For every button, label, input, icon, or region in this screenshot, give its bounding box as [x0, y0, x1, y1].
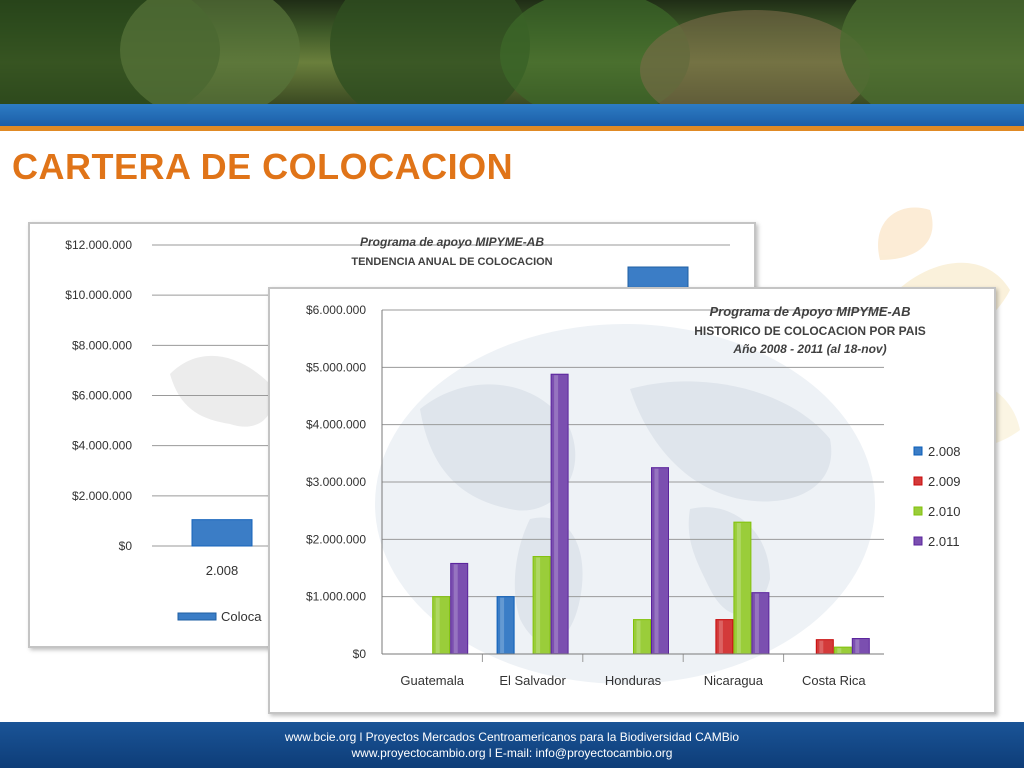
y-tick-label: $1.000.000 [306, 590, 366, 604]
x-tick-label: 2.008 [206, 563, 239, 578]
bar [733, 521, 752, 655]
bar [432, 596, 451, 655]
y-tick-label: $2.000.000 [72, 489, 132, 503]
chart-subtitle-2: Año 2008 - 2011 (al 18-nov) [732, 342, 886, 356]
x-tick-label: Honduras [605, 673, 662, 688]
y-tick-label: $6.000.000 [72, 389, 132, 403]
header-orange-rule [0, 126, 1024, 131]
footer-line-1: www.bcie.org l Proyectos Mercados Centro… [284, 730, 740, 744]
x-tick-label: Nicaragua [704, 673, 764, 688]
bar [851, 638, 870, 655]
bar [833, 646, 852, 655]
chart-subtitle: TENDENCIA ANUAL DE COLOCACION [351, 256, 552, 268]
bar [496, 596, 515, 655]
legend-swatch [177, 612, 217, 621]
legend-label: 2.010 [928, 504, 961, 519]
bar-highlight [718, 620, 723, 653]
y-tick-label: $0 [119, 539, 133, 553]
bar [450, 562, 469, 655]
y-tick-label: $6.000.000 [306, 303, 366, 317]
bar [532, 556, 551, 655]
bar [627, 266, 689, 290]
chart-title: Programa de Apoyo MIPYME-AB [709, 304, 910, 319]
chart-by-country-plot: $0 $1.000.000 $2.000.000 $3.000.000 $4.000.0… [306, 303, 961, 688]
bar-highlight [736, 523, 741, 653]
y-tick-label: $12.000.000 [65, 238, 132, 252]
y-tick-label: $8.000.000 [72, 338, 132, 352]
chart-legend: Coloca [177, 609, 262, 624]
y-tick-label: $3.000.000 [306, 475, 366, 489]
bar [651, 467, 669, 655]
bar-highlight [500, 597, 505, 653]
x-tick-label: Costa Rica [802, 673, 866, 688]
legend-label: Coloca [221, 609, 262, 624]
y-tick-label: $0 [353, 647, 367, 661]
legend-swatch [913, 476, 923, 486]
legend-label: 2.009 [928, 474, 961, 489]
y-tick-label: $4.000.000 [306, 418, 366, 432]
bar-highlight [453, 564, 458, 653]
footer: www.bcie.org l Proyectos Mercados Centro… [0, 722, 1024, 768]
page-title: CARTERA DE COLOCACION [12, 146, 514, 187]
bar [751, 592, 770, 655]
bar [633, 619, 651, 655]
bar [715, 619, 734, 655]
chart-subtitle: HISTORICO DE COLOCACION POR PAIS [694, 324, 926, 338]
bar-highlight [754, 593, 759, 653]
legend-swatch [913, 536, 923, 546]
bar [815, 639, 834, 655]
legend-label: 2.011 [928, 534, 960, 549]
bar-highlight [819, 640, 824, 653]
chart-by-country: $0 $1.000.000 $2.000.000 $3.000.000 $4.000.0… [268, 287, 996, 714]
y-tick-label: $2.000.000 [306, 532, 366, 546]
bar-highlight [536, 557, 541, 653]
chart-legend: 2.008 2.009 2.010 2.011 [913, 444, 961, 549]
bar-highlight [837, 648, 842, 653]
bar-highlight [554, 375, 559, 653]
footer-line-2: www.proyectocambio.org l E-mail: info@pr… [351, 746, 673, 760]
header-banner-image [0, 0, 1024, 104]
world-map-watermark [170, 355, 273, 427]
legend-swatch [913, 446, 923, 456]
y-tick-label: $4.000.000 [72, 439, 132, 453]
x-tick-label: Guatemala [400, 673, 464, 688]
legend-swatch [913, 506, 923, 516]
header-blue-band [0, 104, 1024, 126]
bar-highlight [435, 597, 440, 653]
bar [550, 373, 569, 655]
bar [191, 519, 253, 547]
chart-title: Programa de apoyo MIPYME-AB [360, 235, 544, 249]
y-tick-label: $5.000.000 [306, 360, 366, 374]
legend-label: 2.008 [928, 444, 961, 459]
y-tick-label: $10.000.000 [65, 288, 132, 302]
x-tick-label: El Salvador [499, 673, 566, 688]
bar-highlight [636, 620, 641, 653]
bar-highlight [654, 468, 659, 653]
bar-highlight [855, 639, 860, 653]
